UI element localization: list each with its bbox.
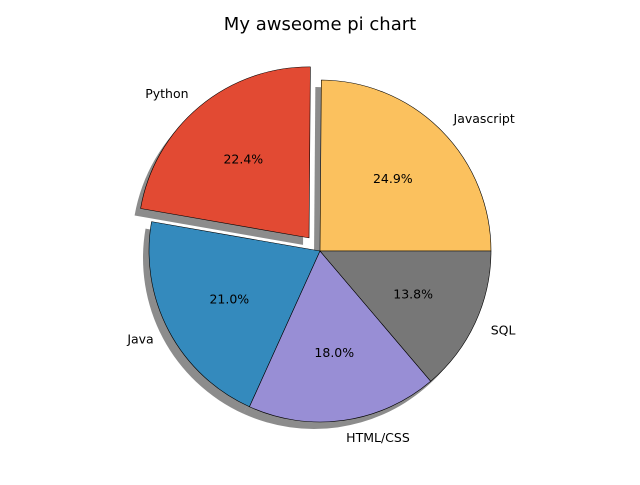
slice-label-python: Python <box>145 86 188 101</box>
percent-label-java: 21.0% <box>209 291 249 306</box>
slice-label-html-css: HTML/CSS <box>346 430 410 445</box>
chart-title: My awseome pi chart <box>224 14 416 35</box>
percent-label-javascript: 24.9% <box>373 171 413 186</box>
pie-slice-html-css <box>249 250 432 423</box>
percent-label-python: 22.4% <box>223 152 263 167</box>
slice-label-java: Java <box>126 331 153 346</box>
label-layer: Javascript 24.9% Python 22.4% Java 21.0% HTML/… <box>126 86 515 445</box>
slice-layer <box>140 66 492 423</box>
pie-slice-python <box>140 66 311 239</box>
slice-label-sql: SQL <box>491 322 516 337</box>
pie-slice-java <box>148 221 321 408</box>
percent-label-html-css: 18.0% <box>314 345 354 360</box>
percent-label-sql: 13.8% <box>393 287 433 302</box>
slice-label-javascript: Javascript <box>453 111 515 126</box>
pie-slice-sql <box>319 250 492 382</box>
pie-slice-javascript <box>319 79 492 252</box>
